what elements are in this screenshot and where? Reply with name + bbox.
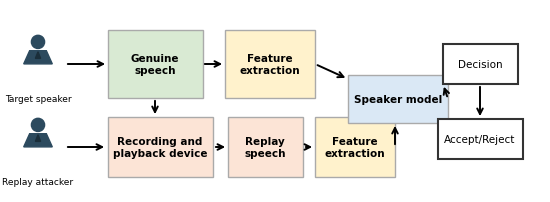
Text: Replay attacker: Replay attacker [2, 177, 74, 186]
Polygon shape [35, 135, 41, 142]
Polygon shape [35, 53, 41, 59]
FancyBboxPatch shape [437, 119, 522, 159]
FancyBboxPatch shape [107, 31, 202, 99]
Polygon shape [24, 134, 52, 147]
Text: Feature
extraction: Feature extraction [240, 54, 300, 75]
Text: Recording and
playback device: Recording and playback device [113, 137, 207, 158]
Text: Replay
speech: Replay speech [244, 137, 286, 158]
Polygon shape [24, 52, 52, 65]
Text: Target speaker: Target speaker [5, 95, 72, 103]
Circle shape [31, 36, 45, 49]
FancyBboxPatch shape [228, 117, 302, 177]
Text: Decision: Decision [458, 60, 502, 70]
FancyBboxPatch shape [315, 117, 395, 177]
Circle shape [31, 119, 45, 132]
FancyBboxPatch shape [443, 45, 518, 85]
FancyBboxPatch shape [107, 117, 212, 177]
Text: Genuine
speech: Genuine speech [131, 54, 179, 75]
FancyBboxPatch shape [225, 31, 315, 99]
Text: Feature
extraction: Feature extraction [324, 137, 386, 158]
Text: Speaker model: Speaker model [354, 95, 442, 104]
FancyBboxPatch shape [348, 76, 448, 123]
Text: Accept/Reject: Accept/Reject [444, 134, 516, 144]
